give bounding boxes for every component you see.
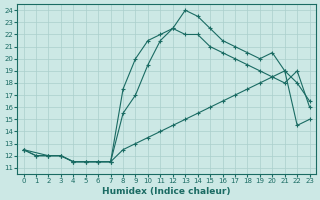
X-axis label: Humidex (Indice chaleur): Humidex (Indice chaleur) [102, 187, 231, 196]
